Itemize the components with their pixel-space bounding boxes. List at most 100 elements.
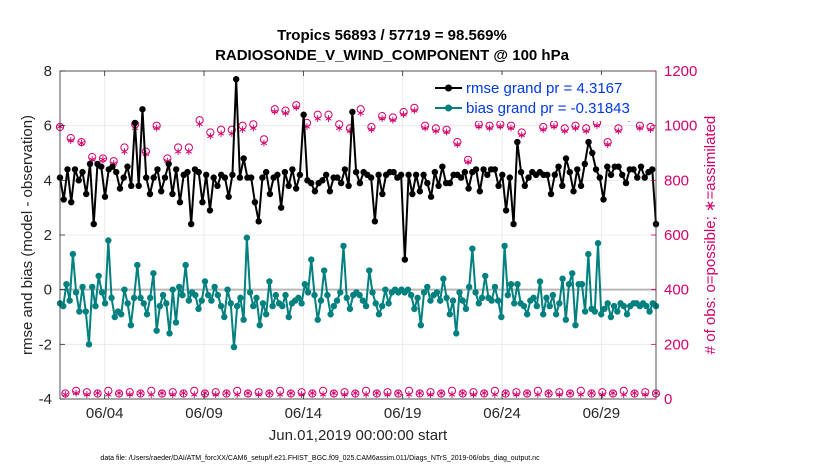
bias-point — [150, 270, 157, 277]
possible-obs-marker — [222, 389, 231, 398]
bias-point — [111, 313, 118, 321]
assimilated-obs-marker: ∗ — [249, 122, 258, 135]
possible-obs-marker — [259, 135, 269, 144]
bias-point — [195, 305, 202, 312]
assimilated-obs-marker: ∗ — [560, 124, 569, 137]
possible-obs-marker — [565, 389, 575, 398]
right-y-tick-label-5: 1000 — [664, 118, 697, 135]
bias-point — [272, 291, 280, 299]
bias-point — [337, 289, 344, 296]
bias-point — [530, 294, 537, 302]
assimilated-obs-marker: ∗ — [200, 387, 209, 400]
possible-obs-marker — [136, 389, 145, 398]
rmse-point — [465, 185, 472, 192]
bias-point — [101, 300, 109, 307]
rmse-point — [90, 220, 97, 228]
bias-point — [610, 302, 618, 310]
possible-obs-marker — [243, 389, 253, 398]
possible-obs-marker — [72, 386, 81, 395]
rmse-point — [247, 174, 255, 181]
bias-point — [301, 281, 309, 288]
assimilated-obs-marker: ∗ — [297, 388, 306, 401]
possible-obs-marker — [174, 143, 183, 152]
assimilated-obs-marker: ∗ — [61, 388, 70, 401]
assimilated-obs-marker: ∗ — [544, 387, 553, 400]
rmse-point — [502, 207, 510, 214]
possible-obs-marker — [276, 386, 285, 395]
rmse-point — [577, 182, 585, 189]
assimilated-obs-marker: ∗ — [598, 388, 607, 401]
assimilated-obs-marker: ∗ — [104, 388, 113, 401]
assimilated-obs-marker: ∗ — [447, 388, 456, 401]
assimilated-obs-marker: ∗ — [281, 107, 290, 120]
bias-point — [465, 283, 473, 291]
possible-obs-marker — [437, 389, 446, 398]
assimilated-obs-marker: ∗ — [157, 387, 166, 400]
possible-obs-marker — [168, 388, 177, 397]
bias-point — [137, 294, 144, 302]
bias-point — [69, 250, 77, 258]
bias-point — [620, 302, 627, 310]
bias-point — [581, 308, 589, 315]
assimilated-obs-marker: ∗ — [458, 387, 467, 400]
bias-point — [449, 297, 457, 304]
assimilated-obs-marker: ∗ — [168, 388, 177, 401]
possible-obs-marker — [539, 122, 548, 132]
rmse-point — [521, 182, 529, 189]
rmse-point — [60, 196, 67, 203]
possible-obs-marker — [490, 386, 500, 395]
possible-obs-marker — [211, 388, 220, 397]
bias-point — [565, 281, 573, 288]
rmse-series — [56, 76, 660, 263]
rmse-point — [585, 138, 592, 146]
bias-point — [266, 278, 273, 285]
rmse-point — [143, 174, 150, 181]
possible-obs-marker — [415, 389, 424, 398]
bias-point — [504, 291, 512, 299]
assimilated-obs-marker: ∗ — [603, 138, 612, 151]
rmse-point — [420, 171, 427, 179]
bias-point — [169, 286, 176, 293]
rmse-point — [484, 171, 491, 179]
possible-obs-marker — [190, 386, 199, 395]
assimilated-obs-marker: ∗ — [453, 138, 462, 151]
possible-obs-marker — [227, 125, 236, 134]
assimilated-obs-marker: ∗ — [345, 124, 354, 137]
assimilated-obs-marker: ∗ — [496, 120, 505, 133]
bias-point — [456, 289, 463, 296]
assimilated-obs-marker: ∗ — [340, 388, 349, 401]
assimilated-obs-marker: ∗ — [582, 124, 591, 137]
rmse-point — [262, 168, 270, 176]
rmse-point — [158, 188, 165, 195]
possible-obs-marker — [66, 133, 75, 143]
possible-obs-marker — [383, 388, 392, 397]
bias-point — [227, 300, 234, 307]
possible-obs-marker — [367, 122, 376, 132]
rmse-point — [349, 108, 356, 116]
rmse-point — [146, 190, 154, 198]
possible-obs-marker — [61, 389, 70, 398]
chart-title-line2: RADIOSONDE_V_WIND_COMPONENT @ 100 hPa — [215, 47, 570, 64]
bias-point — [598, 311, 605, 318]
rmse-point — [176, 199, 184, 206]
rmse-point — [98, 163, 105, 170]
assimilated-obs-marker: ∗ — [222, 387, 231, 400]
possible-obs-marker — [560, 124, 569, 133]
legend-box — [428, 75, 654, 121]
bias-point — [346, 305, 354, 312]
bias-point — [433, 289, 441, 296]
rmse-point — [427, 193, 435, 200]
x-tick-label-5: 06/29 — [583, 405, 621, 422]
bias-point — [246, 289, 254, 296]
assimilated-obs-marker: ∗ — [361, 388, 370, 401]
rmse-point — [240, 155, 247, 162]
assimilated-obs-marker: ∗ — [431, 124, 440, 137]
assimilated-obs-marker: ∗ — [292, 101, 301, 114]
bias-point — [623, 311, 631, 318]
rmse-point — [461, 168, 469, 176]
bias-point — [523, 311, 531, 318]
assimilated-obs-marker: ∗ — [351, 387, 360, 400]
left-y-tick-label-3: 2 — [44, 227, 52, 244]
possible-obs-marker — [378, 112, 387, 121]
bias-point — [121, 286, 128, 293]
